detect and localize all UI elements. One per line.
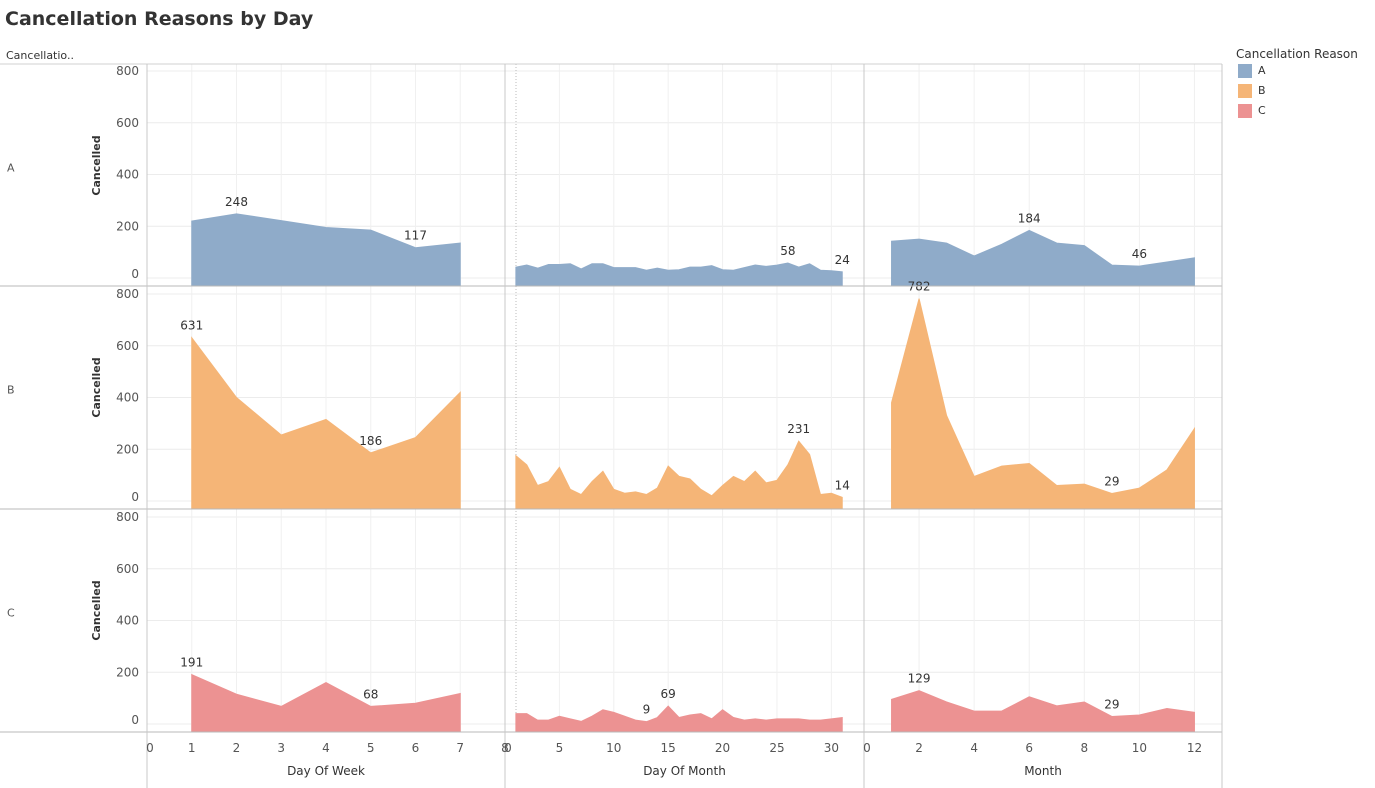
x-tick-label: 10 — [606, 741, 621, 755]
area-a-1[interactable] — [515, 262, 843, 287]
data-label: 631 — [180, 319, 203, 333]
area-c-2[interactable] — [891, 690, 1195, 733]
data-label: 46 — [1132, 247, 1147, 261]
chart-title: Cancellation Reasons by Day — [5, 8, 314, 30]
y-tick-label: 600 — [116, 562, 139, 576]
data-label: 68 — [363, 687, 378, 701]
y-tick-label: 400 — [116, 614, 139, 628]
data-label: 186 — [359, 434, 382, 448]
x-tick-label: 1 — [188, 741, 196, 755]
data-label: 29 — [1104, 697, 1119, 711]
x-tick-label: 8 — [1080, 741, 1088, 755]
legend-label: A — [1258, 64, 1266, 77]
x-tick-label: 5 — [367, 741, 375, 755]
x-axis-label: Month — [1024, 764, 1062, 778]
x-tick-label: 10 — [1132, 741, 1147, 755]
x-tick-label: 5 — [556, 741, 564, 755]
y-tick-label: 800 — [116, 287, 139, 301]
y-axis-label: Cancelled — [90, 580, 103, 640]
legend-label: C — [1258, 104, 1266, 117]
legend-swatch — [1238, 104, 1252, 118]
x-tick-label: 7 — [456, 741, 464, 755]
x-tick-label: 0 — [863, 741, 871, 755]
x-tick-label: 0 — [504, 741, 512, 755]
area-b-2[interactable] — [891, 298, 1195, 510]
data-label: 184 — [1018, 211, 1041, 225]
y-tick-label: 0 — [131, 267, 139, 281]
area-c-1[interactable] — [515, 705, 843, 733]
x-axis-label: Day Of Week — [287, 764, 365, 778]
area-b-1[interactable] — [515, 440, 843, 510]
x-tick-label: 20 — [715, 741, 730, 755]
legend-label: B — [1258, 84, 1266, 97]
data-label: 248 — [225, 195, 248, 209]
y-tick-label: 400 — [116, 168, 139, 182]
x-tick-label: 0 — [146, 741, 154, 755]
y-axis-label: Cancelled — [90, 135, 103, 195]
area-a-0[interactable] — [191, 213, 461, 287]
x-tick-label: 8 — [501, 741, 509, 755]
area-a-2[interactable] — [891, 229, 1195, 287]
x-tick-label: 6 — [1025, 741, 1033, 755]
x-axis-label: Day Of Month — [643, 764, 726, 778]
y-tick-label: 600 — [116, 339, 139, 353]
y-tick-label: 200 — [116, 442, 139, 456]
legend-title: Cancellation Reason — [1236, 47, 1358, 61]
data-label: 231 — [787, 422, 810, 436]
row-label: A — [7, 162, 15, 175]
x-tick-label: 25 — [769, 741, 784, 755]
x-tick-label: 4 — [322, 741, 330, 755]
row-label: B — [7, 384, 15, 397]
x-tick-label: 2 — [233, 741, 241, 755]
y-tick-label: 0 — [131, 490, 139, 504]
data-label: 9 — [643, 703, 651, 717]
x-tick-label: 12 — [1187, 741, 1202, 755]
y-tick-label: 400 — [116, 391, 139, 405]
data-label: 58 — [780, 244, 795, 258]
y-tick-label: 600 — [116, 116, 139, 130]
y-tick-label: 200 — [116, 665, 139, 679]
y-tick-label: 800 — [116, 64, 139, 78]
x-tick-label: 3 — [277, 741, 285, 755]
y-tick-label: 0 — [131, 713, 139, 727]
data-label: 782 — [908, 280, 931, 294]
data-label: 69 — [661, 687, 676, 701]
x-tick-label: 15 — [661, 741, 676, 755]
x-tick-label: 6 — [412, 741, 420, 755]
legend-swatch — [1238, 64, 1252, 78]
data-label: 24 — [835, 253, 850, 267]
row-label: C — [7, 607, 15, 620]
area-c-0[interactable] — [191, 673, 461, 733]
data-label: 191 — [180, 656, 203, 670]
y-tick-label: 800 — [116, 510, 139, 524]
data-label: 129 — [908, 672, 931, 686]
data-label: 117 — [404, 229, 427, 243]
y-axis-label: Cancelled — [90, 357, 103, 417]
y-tick-label: 200 — [116, 219, 139, 233]
x-tick-label: 30 — [824, 741, 839, 755]
row-field-header: Cancellatio.. — [6, 49, 74, 62]
area-b-0[interactable] — [191, 336, 461, 510]
data-label: 29 — [1104, 474, 1119, 488]
legend-swatch — [1238, 84, 1252, 98]
x-tick-label: 4 — [970, 741, 978, 755]
x-tick-label: 2 — [915, 741, 923, 755]
data-label: 14 — [835, 478, 850, 492]
